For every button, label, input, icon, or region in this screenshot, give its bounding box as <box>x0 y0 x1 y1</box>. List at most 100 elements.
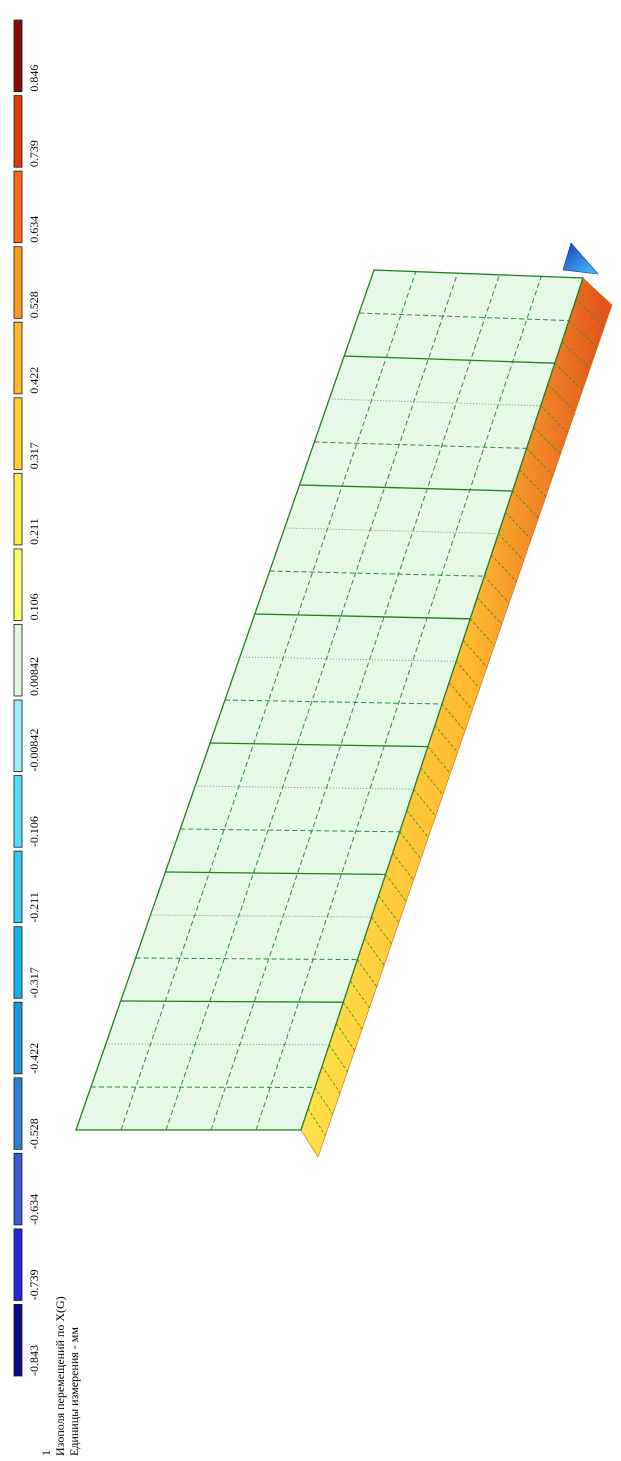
legend-value-label: 0.211 <box>27 518 41 545</box>
legend-swatch <box>13 1304 23 1377</box>
edge-mesh-line <box>392 852 414 881</box>
mesh-line-transverse <box>180 828 400 833</box>
edge-mesh-line <box>575 299 605 327</box>
mesh-line-transverse <box>165 871 386 876</box>
legend-value-label: 0.422 <box>27 367 41 394</box>
plate-top-surface <box>75 269 584 1131</box>
mesh-line-transverse <box>329 398 541 407</box>
mesh-line-transverse <box>344 355 555 364</box>
edge-mesh-line <box>399 831 422 860</box>
edge-mesh-line <box>385 874 407 902</box>
edge-mesh-line <box>420 767 444 796</box>
mesh-line-transverse <box>269 570 485 577</box>
legend-value-label: 0.846 <box>27 65 41 92</box>
edge-mesh-line <box>505 512 532 540</box>
legend-swatch <box>13 1077 23 1150</box>
legend-value-label: 0.739 <box>27 140 41 167</box>
edge-mesh-line <box>441 703 466 732</box>
mesh-line-transverse <box>105 1043 330 1046</box>
mesh-line-transverse <box>150 914 372 918</box>
legend-swatch <box>13 246 23 319</box>
edge-mesh-line <box>357 959 378 987</box>
edge-mesh-line <box>434 725 458 753</box>
mesh-line-transverse <box>359 312 569 322</box>
edge-mesh-line <box>540 405 569 434</box>
legend-value-label: -0.317 <box>27 967 41 998</box>
support-icon <box>562 242 599 275</box>
legend-value-label: -0.739 <box>27 1269 41 1300</box>
legend-swatch <box>13 1001 23 1075</box>
mesh-line-transverse <box>314 441 527 449</box>
edge-mesh-line <box>526 448 554 476</box>
edge-mesh-line <box>568 320 598 348</box>
front-edge-mesh-lines <box>307 299 605 1136</box>
mesh-line-transverse <box>239 656 457 662</box>
edge-mesh-line <box>307 1108 326 1136</box>
caption: 1 Изополя перемещений по X(G) Единицы из… <box>39 1296 81 1456</box>
legend-value-label: -0.422 <box>27 1043 41 1074</box>
legend-swatch <box>13 624 23 697</box>
edge-mesh-line <box>547 384 576 412</box>
color-scale-legend: -0.843 -0.739 -0.634 -0.528 -0.422 -0.317 -0.2… <box>13 19 41 1377</box>
edge-mesh-line <box>448 682 473 710</box>
edge-mesh-line <box>554 362 583 391</box>
edge-mesh-line <box>364 938 385 966</box>
mesh-line-transverse <box>135 957 358 961</box>
mesh-line-transverse <box>120 1000 344 1003</box>
mesh-line-transverse <box>299 484 513 492</box>
edge-mesh-line <box>371 916 392 945</box>
legend-value-label: -0.106 <box>27 816 41 847</box>
edge-mesh-line <box>406 810 429 838</box>
mesh-line-longitudinal <box>210 274 500 1131</box>
legend-value-label: -0.00842 <box>27 729 41 772</box>
legend-value-label: -0.843 <box>27 1345 41 1376</box>
legend-value-label: 0.634 <box>27 216 41 243</box>
legend-value-label: -0.211 <box>27 892 41 923</box>
edge-mesh-line <box>455 661 481 689</box>
edge-mesh-line <box>519 469 547 497</box>
legend-value-label: 0.528 <box>27 291 41 318</box>
legend-swatch <box>13 19 23 92</box>
legend-value-label: -0.634 <box>27 1194 41 1225</box>
edge-mesh-line <box>512 490 539 519</box>
legend-value-label: 0.00842 <box>27 657 41 696</box>
mesh-line-transverse <box>224 699 443 705</box>
caption-line-3: Единицы измерения - мм <box>67 1327 81 1456</box>
edge-mesh-line <box>350 980 370 1009</box>
legend-value-label: -0.528 <box>27 1118 41 1149</box>
legend-value-label: 0.317 <box>27 442 41 469</box>
mesh-line-transverse <box>195 785 414 790</box>
plate-model[interactable] <box>75 242 613 1158</box>
edge-mesh-line <box>335 1023 356 1051</box>
mesh-line-transverse <box>254 613 471 620</box>
edge-mesh-line <box>314 1087 334 1115</box>
finite-element-mesh <box>90 271 569 1131</box>
legend-swatch <box>13 850 23 924</box>
edge-mesh-line <box>469 618 495 647</box>
mesh-line-longitudinal <box>255 276 542 1131</box>
edge-mesh-line <box>533 426 561 455</box>
edge-mesh-line <box>427 746 451 774</box>
edge-mesh-line <box>413 788 436 817</box>
edge-mesh-line <box>484 575 510 604</box>
edge-mesh-line <box>342 1001 363 1030</box>
legend-swatch <box>13 472 23 546</box>
legend-swatch <box>13 775 23 848</box>
legend-swatch <box>13 1152 23 1226</box>
legend-swatch <box>13 321 23 395</box>
mesh-line-longitudinal <box>165 273 459 1131</box>
legend-swatch <box>13 95 23 168</box>
mesh-line-transverse <box>210 742 428 748</box>
legend-swatch <box>13 926 23 999</box>
edge-mesh-line <box>498 533 525 561</box>
legend-value-label: 0.106 <box>27 593 41 620</box>
mesh-line-longitudinal <box>120 271 417 1131</box>
edge-mesh-line <box>328 1044 348 1073</box>
edge-mesh-line <box>378 895 400 923</box>
legend-swatch <box>13 170 23 244</box>
edge-mesh-line <box>561 341 591 370</box>
legend-swatch <box>13 1228 23 1301</box>
edge-mesh-line <box>491 554 517 583</box>
caption-line-2: Изополя перемещений по X(G) <box>53 1296 67 1456</box>
